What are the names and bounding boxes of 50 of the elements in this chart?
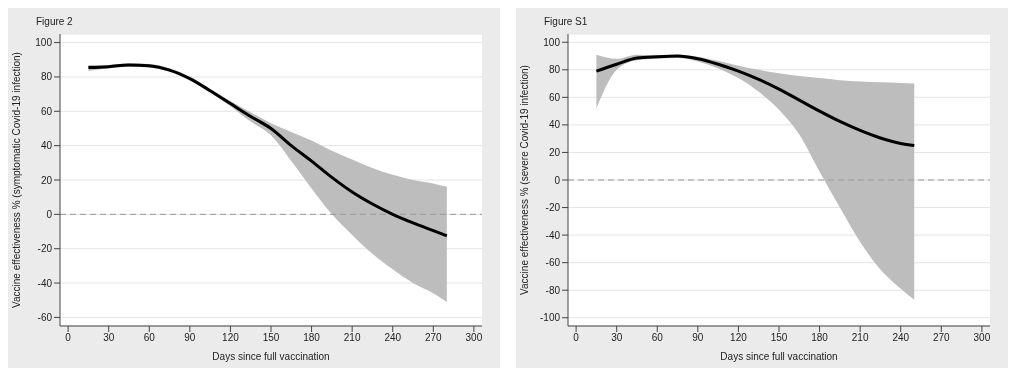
line-series	[86, 63, 449, 238]
x-tick-label: 300	[973, 332, 991, 344]
x-tick-label: 120	[730, 332, 748, 344]
x-tick-label: 210	[851, 332, 869, 344]
x-axis-title: Days since full vaccination	[720, 351, 838, 362]
y-tick-label: 60	[40, 105, 53, 117]
chart-title: Figure 2	[36, 16, 73, 27]
y-axis-title: Vaccine effectiveness % (severe Covid-19 infection)	[518, 65, 530, 295]
x-tick-label: 0	[573, 332, 580, 344]
y-tick-label: -60	[37, 311, 53, 323]
x-tick-label: 240	[384, 332, 402, 344]
x-tick-label: 60	[143, 332, 156, 344]
x-tick-label: 180	[303, 332, 321, 344]
y-tick-label: -40	[545, 229, 561, 241]
x-tick-label: 30	[103, 332, 115, 344]
x-tick-label: 0	[65, 332, 72, 344]
line-series	[594, 54, 916, 148]
x-tick-label: 150	[262, 332, 280, 344]
y-tick-label: -20	[37, 243, 53, 255]
x-tick-label: 120	[222, 332, 240, 344]
y-tick-label: 40	[548, 119, 561, 131]
y-tick-label: 0	[46, 208, 53, 220]
y-tick-label: -100	[539, 312, 561, 324]
y-tick-label: -80	[545, 284, 561, 296]
x-tick-label: 210	[343, 332, 361, 344]
x-tick-label: 60	[651, 332, 664, 344]
y-axis-title: Vaccine effectiveness % (symptomatic Covid-19 infection)	[10, 52, 22, 308]
y-tick-label: -60	[545, 257, 561, 269]
x-tick-label: 90	[184, 332, 196, 344]
y-tick-label: -40	[37, 277, 53, 289]
y-tick-label: 20	[548, 147, 561, 158]
chart-title: Figure S1	[544, 16, 588, 27]
x-tick-label: 270	[424, 332, 443, 344]
x-tick-label: 30	[611, 332, 623, 344]
x-tick-label: 90	[692, 332, 704, 344]
y-tick-label: 80	[40, 71, 53, 83]
y-tick-label: 0	[554, 174, 561, 186]
x-tick-label: 270	[932, 332, 951, 344]
y-tick-label: 100	[35, 37, 53, 49]
x-tick-label: 150	[770, 332, 788, 344]
y-tick-label: 80	[548, 64, 561, 76]
y-tick-label: 40	[40, 140, 53, 152]
x-tick-label: 240	[892, 332, 910, 344]
y-tick-label: 100	[543, 36, 561, 48]
x-tick-label: 180	[811, 332, 829, 344]
x-tick-label: 300	[465, 332, 483, 344]
y-tick-label: -20	[545, 202, 561, 214]
y-tick-label: 60	[548, 91, 561, 103]
x-axis-title: Days since full vaccination	[212, 351, 330, 362]
y-tick-label: 20	[40, 174, 53, 186]
